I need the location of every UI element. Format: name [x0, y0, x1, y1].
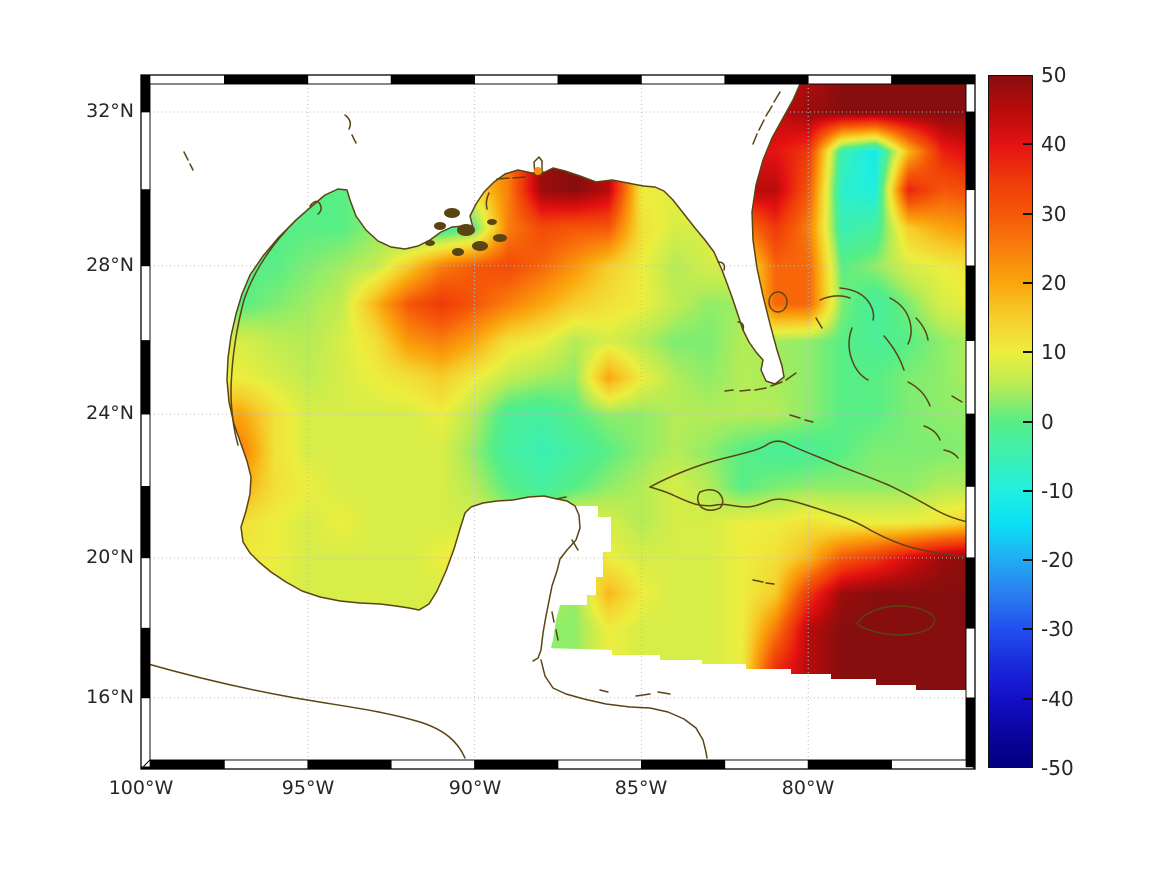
colorbar-tick-label: 30	[1041, 202, 1067, 226]
colorbar-tick-mark	[1023, 420, 1032, 423]
lat-tick-label: 24°N	[86, 402, 134, 424]
colorbar-tick-label: 40	[1041, 132, 1067, 156]
colorbar-tick-mark	[1023, 143, 1032, 146]
colorbar-tick-label: -50	[1041, 756, 1074, 780]
colorbar-tick-label: -30	[1041, 617, 1074, 641]
colorbar-tick-mark	[1023, 628, 1032, 631]
colorbar-tick-label: -40	[1041, 687, 1074, 711]
lat-tick-label: 16°N	[86, 686, 134, 708]
lat-tick-label: 28°N	[86, 254, 134, 276]
lon-tick-label: 90°W	[448, 777, 502, 799]
colorbar-tick-mark	[1023, 489, 1032, 492]
colorbar-tick-label: 50	[1041, 63, 1067, 87]
coastline-layer	[140, 83, 974, 759]
lat-tick-label: 20°N	[86, 546, 134, 568]
lon-tick-label: 85°W	[614, 777, 668, 799]
colorbar-tick-label: 0	[1041, 410, 1054, 434]
colorbar-tick-label: 10	[1041, 340, 1067, 364]
colorbar-tick-mark	[1023, 212, 1032, 215]
colorbar-tick-label: 20	[1041, 271, 1067, 295]
map-frame	[140, 74, 976, 770]
colorbar-tick-label: -10	[1041, 479, 1074, 503]
colorbar-tick-mark	[1023, 697, 1032, 700]
lon-tick-label: 100°W	[108, 777, 174, 799]
land-mask-layer	[150, 84, 966, 760]
lon-tick-label: 95°W	[281, 777, 335, 799]
colorbar-tick-label: -20	[1041, 548, 1074, 572]
colorbar-tick-mark	[1023, 559, 1032, 562]
colorbar-tick-mark	[1023, 351, 1032, 354]
lat-tick-label: 32°N	[86, 100, 134, 122]
graticule-layer	[150, 84, 966, 760]
lon-tick-label: 80°W	[781, 777, 835, 799]
colorbar-tick-mark	[1023, 281, 1032, 284]
